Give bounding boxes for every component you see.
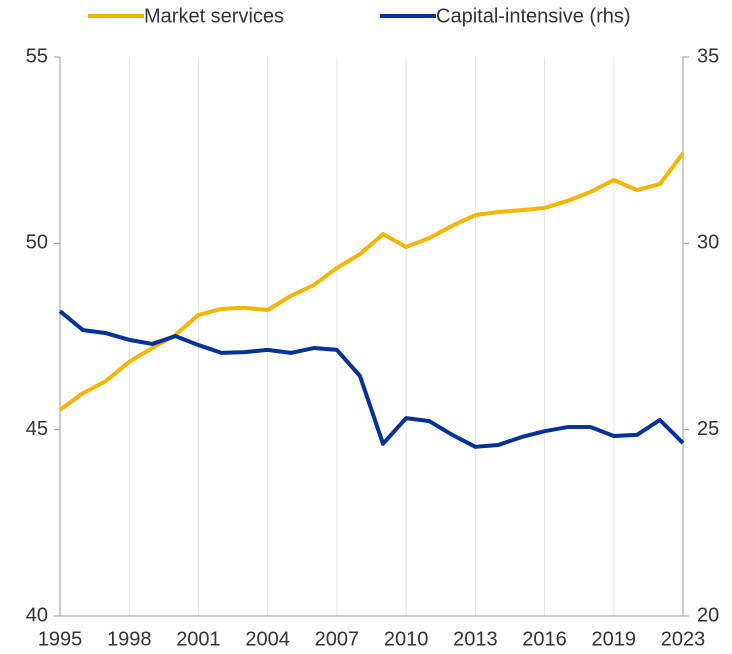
x-tick-label: 2004 [245, 628, 290, 650]
y2-tick-label: 30 [697, 232, 719, 254]
y2-tick-label: 20 [697, 604, 719, 626]
x-tick-label: 2016 [522, 628, 567, 650]
x-tick-label: 2013 [453, 628, 498, 650]
series-line [58, 151, 685, 412]
x-tick-label: 2007 [315, 628, 360, 650]
legend-label: Market services [144, 5, 284, 27]
series-line [58, 309, 685, 449]
y2-tick-label: 25 [697, 418, 719, 440]
y-tick-label: 45 [26, 418, 48, 440]
legend-label: Capital-intensive (rhs) [436, 5, 631, 27]
x-tick-label: 2019 [592, 628, 637, 650]
y-tick-label: 40 [26, 604, 48, 626]
x-tick-label: 2010 [384, 628, 429, 650]
x-tick-label: 1998 [107, 628, 152, 650]
y-tick-label: 55 [26, 45, 48, 67]
y2-tick-label: 35 [697, 45, 719, 67]
x-tick-label: 1995 [38, 628, 83, 650]
x-tick-label: 2023 [661, 628, 706, 650]
x-tick-label: 2001 [176, 628, 221, 650]
y-tick-label: 50 [26, 232, 48, 254]
